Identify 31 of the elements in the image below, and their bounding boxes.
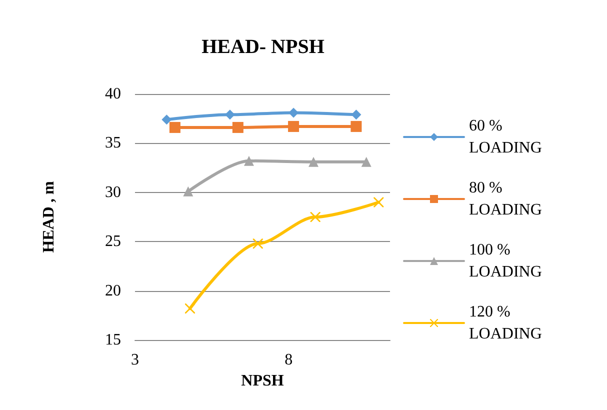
point xyxy=(184,304,195,314)
y-tick-label: 20 xyxy=(105,282,121,300)
legend-label: 120 % LOADING xyxy=(469,304,542,342)
point xyxy=(351,110,362,120)
point xyxy=(288,120,300,132)
y-tick-label: 25 xyxy=(105,233,121,250)
x-tick-label: 8 xyxy=(284,352,293,368)
point xyxy=(244,156,254,166)
y-tick-label: 15 xyxy=(105,332,121,348)
point xyxy=(310,212,320,222)
point xyxy=(308,156,318,167)
point xyxy=(169,122,180,133)
legend-label: 100 % LOADING xyxy=(469,242,542,280)
point xyxy=(350,120,362,132)
point xyxy=(183,186,194,196)
point xyxy=(224,110,235,120)
point xyxy=(361,156,372,167)
point xyxy=(252,238,263,249)
legend-label: 60 % LOADING xyxy=(469,118,542,156)
chart-title: HEAD- NPSH xyxy=(202,36,325,58)
point xyxy=(374,197,384,208)
legend-label: 80 % LOADING xyxy=(469,180,542,218)
point xyxy=(162,114,172,125)
y-tick-label: 35 xyxy=(105,134,121,152)
y-tick-label: 40 xyxy=(105,86,121,102)
x-axis-title: NPSH xyxy=(241,372,284,390)
point xyxy=(232,122,244,133)
x-tick-label: 3 xyxy=(131,352,139,368)
y-axis-title: HEAD , m xyxy=(40,180,58,253)
y-tick-label: 30 xyxy=(105,184,121,201)
point xyxy=(288,108,299,118)
